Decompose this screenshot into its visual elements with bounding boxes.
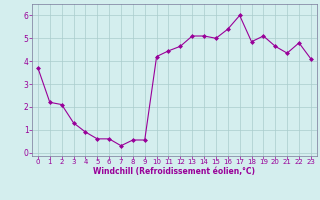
X-axis label: Windchill (Refroidissement éolien,°C): Windchill (Refroidissement éolien,°C) xyxy=(93,167,255,176)
